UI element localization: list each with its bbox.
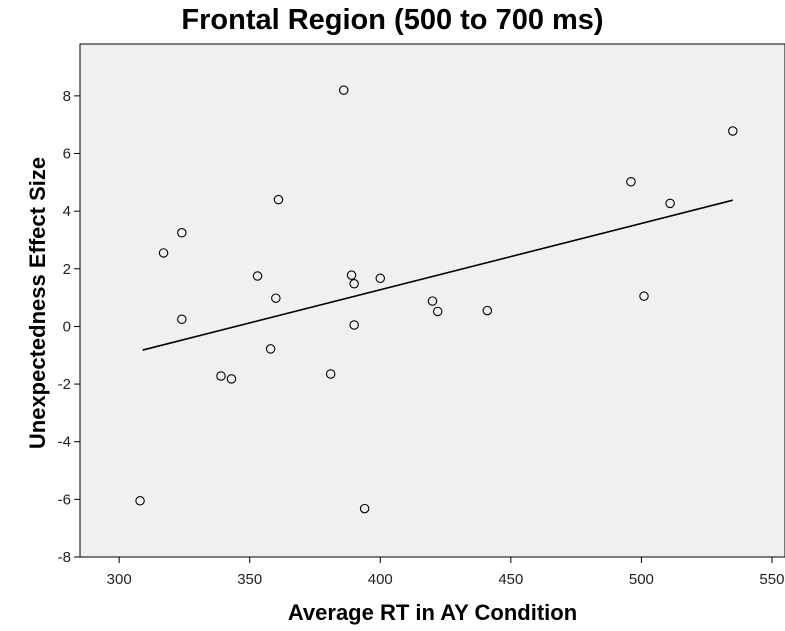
data-point bbox=[375, 273, 386, 284]
x-tick-label: 400 bbox=[368, 571, 393, 588]
y-axis-label: Unexpectedness Effect Size bbox=[25, 156, 50, 450]
data-point bbox=[346, 270, 357, 280]
data-point bbox=[273, 194, 284, 205]
x-tick-label: 450 bbox=[498, 571, 523, 588]
data-point bbox=[216, 371, 226, 381]
x-axis: 300 350 400 450 500 550 bbox=[107, 557, 784, 588]
y-tick-label: 0 bbox=[63, 318, 71, 335]
data-point bbox=[359, 503, 370, 514]
data-point bbox=[639, 291, 649, 301]
x-tick-label: 500 bbox=[629, 571, 654, 588]
data-point bbox=[271, 293, 281, 303]
y-tick-label: -6 bbox=[58, 491, 71, 508]
data-point bbox=[728, 126, 738, 136]
fit-line bbox=[142, 199, 733, 351]
x-tick-label: 550 bbox=[759, 571, 784, 588]
y-tick-label: 2 bbox=[63, 261, 71, 278]
data-point bbox=[665, 198, 675, 209]
data-point bbox=[252, 271, 263, 281]
data-point bbox=[158, 248, 169, 258]
y-tick-label: -8 bbox=[58, 549, 71, 566]
data-point bbox=[265, 344, 276, 354]
y-tick-label: -4 bbox=[58, 434, 71, 451]
data-point bbox=[349, 279, 359, 289]
data-points bbox=[135, 85, 738, 514]
data-point bbox=[349, 320, 359, 330]
y-tick-label: 4 bbox=[63, 203, 71, 220]
data-point bbox=[135, 496, 145, 506]
y-axis: -8 -6 -4 -2 0 2 4 6 8 bbox=[58, 88, 80, 566]
data-point bbox=[432, 306, 443, 317]
y-tick-label: 6 bbox=[63, 146, 71, 163]
data-point bbox=[338, 85, 349, 95]
x-tick-label: 350 bbox=[237, 571, 262, 588]
chart-title: Frontal Region (500 to 700 ms) bbox=[181, 4, 604, 36]
data-point bbox=[626, 177, 636, 187]
x-axis-label: Average RT in AY Condition bbox=[287, 600, 578, 625]
data-point bbox=[177, 314, 187, 324]
x-tick-label: 300 bbox=[107, 571, 132, 588]
plot-area bbox=[79, 43, 785, 558]
data-point bbox=[482, 305, 493, 316]
data-point bbox=[177, 228, 187, 238]
data-point bbox=[325, 369, 336, 379]
y-tick-label: 8 bbox=[63, 88, 71, 105]
y-tick-label: -2 bbox=[58, 376, 71, 393]
data-point bbox=[427, 296, 438, 306]
data-point bbox=[226, 374, 237, 384]
